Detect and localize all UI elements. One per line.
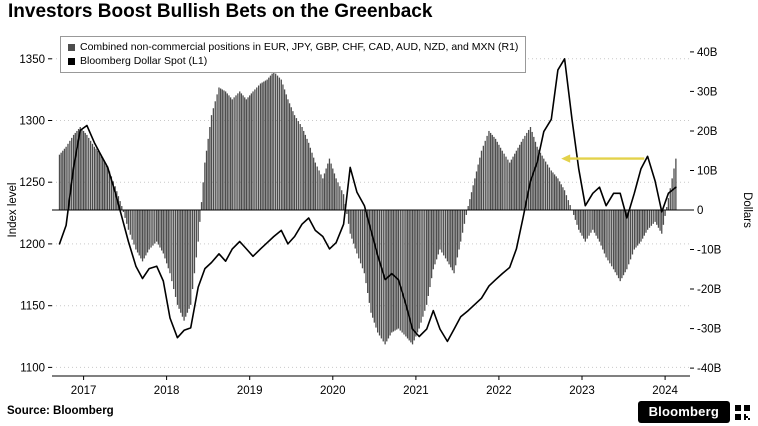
svg-text:0: 0 — [697, 205, 703, 217]
svg-text:2022: 2022 — [486, 385, 512, 397]
svg-text:1100: 1100 — [20, 362, 45, 374]
svg-text:1350: 1350 — [19, 54, 45, 66]
svg-text:1150: 1150 — [20, 301, 45, 313]
dollar-spot-legend-label: Bloomberg Dollar Spot (L1) — [80, 55, 208, 67]
positions-bars-series — [58, 71, 677, 345]
positions-legend-swatch — [68, 43, 75, 51]
svg-text:-30B: -30B — [697, 324, 722, 336]
bloomberg-logo: Bloomberg — [637, 401, 750, 423]
svg-text:10B: 10B — [697, 166, 718, 178]
svg-text:40B: 40B — [697, 47, 718, 59]
svg-text:1200: 1200 — [19, 239, 45, 251]
legend: Combined non-commercial positions in EUR… — [60, 36, 527, 73]
dollar-spot-line — [58, 57, 677, 343]
right-axis-title: Dollars — [741, 192, 753, 228]
svg-text:-40B: -40B — [697, 363, 722, 375]
source-credit: Source: Bloomberg — [7, 405, 114, 417]
bloomberg-logo-text: Bloomberg — [637, 401, 730, 423]
svg-text:2019: 2019 — [237, 385, 263, 397]
qr-code-icon — [735, 404, 750, 420]
svg-text:1300: 1300 — [19, 116, 45, 128]
right-axis: -40B -30B -20B -10B 0 10B 20B 30B 40B — [690, 47, 722, 375]
svg-text:2021: 2021 — [403, 385, 429, 397]
x-axis: 2017 2018 2019 2020 2021 2022 2023 2024 — [52, 375, 690, 397]
svg-text:-20B: -20B — [697, 284, 722, 296]
legend-item-positions: Combined non-commercial positions in EUR… — [68, 40, 518, 54]
dollar-spot-legend-swatch — [68, 57, 75, 65]
svg-text:2024: 2024 — [652, 385, 678, 397]
legend-item-dollar-spot: Bloomberg Dollar Spot (L1) — [68, 54, 518, 68]
svg-text:2017: 2017 — [71, 385, 97, 397]
svg-text:-10B: -10B — [697, 245, 722, 257]
svg-text:2023: 2023 — [569, 385, 595, 397]
trend-arrow — [561, 154, 645, 163]
left-axis-title: Index level — [7, 182, 19, 238]
chart-title: Investors Boost Bullish Bets on the Gree… — [8, 1, 433, 22]
svg-text:1250: 1250 — [19, 177, 45, 189]
svg-text:2020: 2020 — [320, 385, 346, 397]
svg-text:30B: 30B — [697, 86, 718, 98]
svg-text:20B: 20B — [697, 126, 718, 138]
left-axis: 1100 1150 1200 1250 1300 1350 — [19, 54, 52, 374]
svg-text:2018: 2018 — [154, 385, 180, 397]
positions-legend-label: Combined non-commercial positions in EUR… — [80, 41, 519, 53]
